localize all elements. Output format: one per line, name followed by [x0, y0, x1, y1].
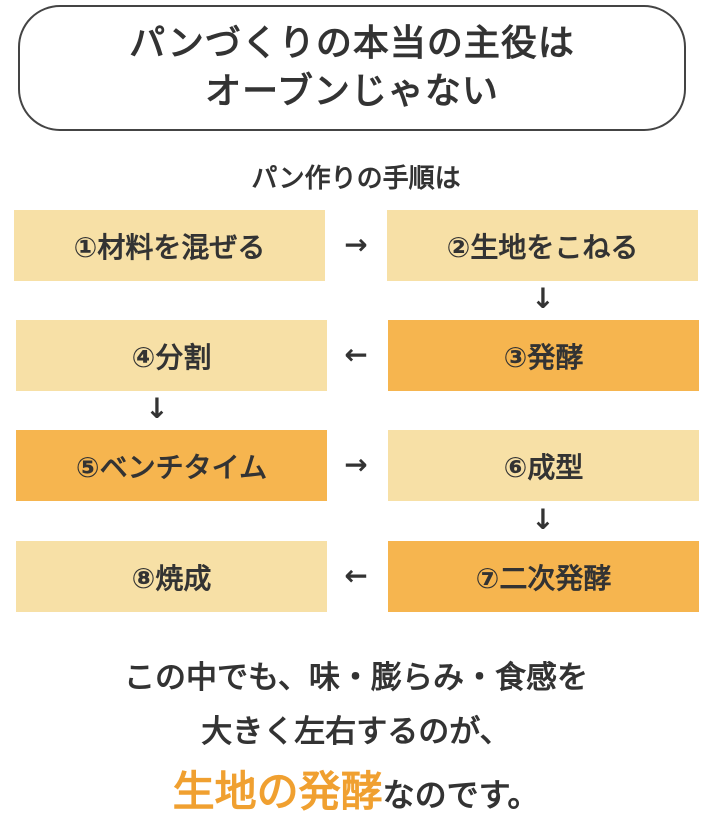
title-line-2: オーブンじゃない — [205, 71, 499, 112]
arrow-down-icon: ↓ — [531, 503, 555, 536]
highlight-text: 生地の発酵 — [172, 767, 383, 816]
step-6: ⑥成型 — [388, 430, 699, 501]
arrow-left-icon: ← — [344, 338, 368, 371]
arrow-left-icon: ← — [344, 559, 368, 592]
step-2: ②生地をこねる — [387, 210, 698, 281]
conclusion-line-3: 生地の発酵なのです。 — [0, 758, 712, 819]
step-5: ⑤ベンチタイム — [16, 430, 327, 501]
title-line-1: パンづくりの本当の主役は — [129, 23, 575, 64]
arrow-down-icon: ↓ — [145, 392, 169, 425]
arrow-right-icon: → — [344, 228, 368, 261]
step-1: ①材料を混ぜる — [14, 210, 325, 281]
conclusion-line-1: この中でも、味・膨らみ・食感を — [123, 660, 589, 696]
step-8: ⑧焼成 — [16, 541, 327, 612]
step-3: ③発酵 — [388, 320, 699, 391]
arrow-down-icon: ↓ — [531, 282, 555, 315]
subtitle: パン作りの手順は — [251, 164, 461, 194]
title-box: パンづくりの本当の主役は オーブンじゃない — [18, 5, 686, 131]
conclusion-rest: なのです。 — [382, 776, 540, 814]
conclusion-line-2: 大きく左右するのが、 — [201, 714, 511, 750]
step-7: ⑦二次発酵 — [388, 541, 699, 612]
arrow-right-icon: → — [344, 448, 368, 481]
step-4: ④分割 — [16, 320, 327, 391]
